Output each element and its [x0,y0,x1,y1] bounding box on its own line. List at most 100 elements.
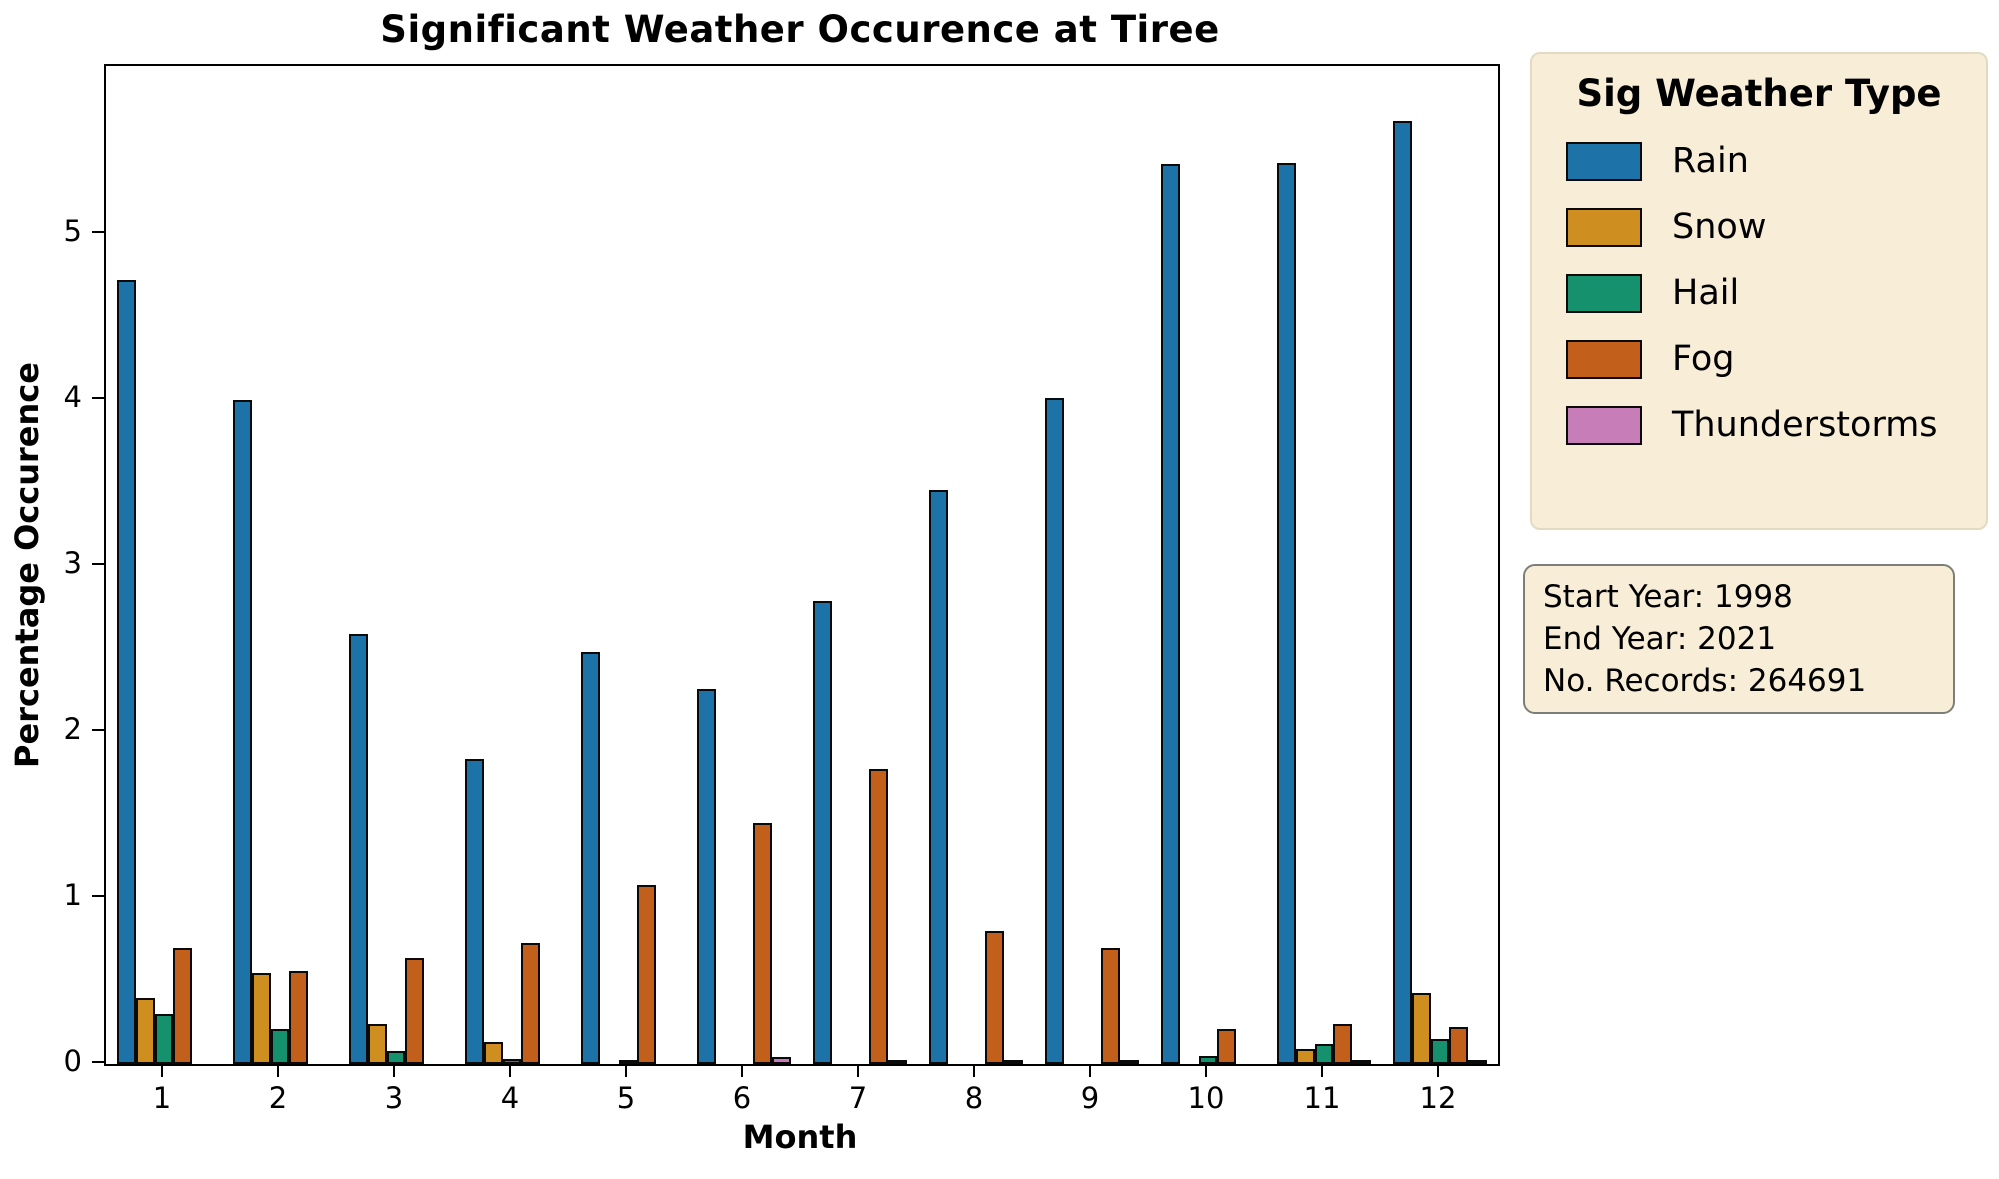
x-tick-mark-12 [1436,1064,1440,1077]
x-tick-mark-3 [392,1064,396,1077]
x-tick-label-9: 9 [1080,1081,1100,1115]
legend-swatch-snow [1566,207,1642,247]
bar-rain-month-12 [1393,121,1412,1064]
legend-title: Sig Weather Type [1576,72,1942,115]
x-tick-mark-6 [740,1064,744,1077]
bar-fog-month-7 [869,768,889,1064]
bar-rain-month-5 [581,652,600,1064]
x-tick-mark-11 [1320,1064,1324,1077]
bar-rain-month-3 [349,634,368,1064]
bar-rain-month-11 [1277,162,1296,1064]
legend-label-snow: Snow [1672,206,1767,247]
bar-hail-month-11 [1314,1044,1334,1064]
legend-label-thunderstorms: Thunderstorms [1672,404,1938,445]
bar-fog-month-8 [985,931,1005,1064]
x-tick-mark-5 [624,1064,628,1077]
y-tick-label-4: 4 [63,380,82,414]
bar-rain-month-7 [813,600,832,1064]
x-tick-mark-2 [276,1064,280,1077]
bar-hail-month-2 [270,1029,290,1064]
x-tick-label-4: 4 [500,1081,520,1115]
y-tick-label-5: 5 [63,214,82,248]
bar-fog-month-4 [521,942,541,1064]
legend-swatch-hail [1566,273,1642,313]
bar-snow-month-3 [367,1024,387,1064]
bar-fog-month-6 [753,823,773,1064]
bar-thunderstorms-month-9 [1120,1060,1139,1064]
bar-rain-month-6 [697,688,716,1064]
legend-swatch-thunderstorms [1566,405,1642,445]
legend-label-rain: Rain [1672,140,1749,181]
x-tick-label-2: 2 [268,1081,288,1115]
bar-snow-month-4 [483,1042,503,1064]
bar-fog-month-9 [1101,947,1121,1064]
legend-swatch-rain [1566,141,1642,181]
legend-box: Sig Weather Type Rain Snow Hail Fog Thunders… [1530,52,1988,530]
y-tick-label-0: 0 [63,1044,82,1078]
bar-hail-month-3 [386,1050,406,1064]
x-tick-mark-9 [1088,1064,1092,1077]
x-tick-label-1: 1 [152,1081,172,1115]
x-tick-mark-8 [972,1064,976,1077]
bar-thunderstorms-month-8 [1004,1060,1023,1064]
bar-thunderstorms-month-6 [772,1057,791,1064]
legend-item-fog: Fog [1566,338,1986,379]
bar-snow-month-1 [135,997,155,1064]
bar-hail-month-1 [154,1014,174,1064]
legend-item-hail: Hail [1566,272,1986,313]
x-tick-label-10: 10 [1187,1081,1225,1115]
info-line-1: End Year: 2021 [1543,621,1777,658]
bar-fog-month-12 [1449,1027,1469,1064]
legend-label-fog: Fog [1672,338,1735,379]
x-tick-label-12: 12 [1419,1081,1457,1115]
y-tick-mark-1 [92,894,104,898]
bar-snow-month-12 [1411,992,1431,1064]
x-tick-mark-7 [856,1064,860,1077]
x-tick-label-8: 8 [964,1081,984,1115]
legend-items: Rain Snow Hail Fog Thunderstorms [1532,140,1986,445]
y-tick-mark-4 [92,396,104,400]
legend-item-rain: Rain [1566,140,1986,181]
x-tick-mark-10 [1204,1064,1208,1077]
plot-area [104,64,1500,1066]
y-tick-mark-0 [92,1060,104,1064]
x-tick-mark-1 [160,1064,164,1077]
legend-item-snow: Snow [1566,206,1986,247]
bar-rain-month-9 [1045,398,1064,1064]
y-tick-label-1: 1 [63,878,82,912]
bar-snow-month-2 [251,972,271,1064]
legend-label-hail: Hail [1672,272,1740,313]
legend-swatch-fog [1566,339,1642,379]
bar-fog-month-5 [637,884,657,1064]
bar-rain-month-4 [465,758,484,1064]
bar-snow-month-11 [1295,1049,1315,1064]
x-tick-mark-4 [508,1064,512,1077]
x-tick-label-3: 3 [384,1081,404,1115]
bar-rain-month-10 [1161,164,1180,1064]
y-tick-label-3: 3 [63,546,82,580]
bar-thunderstorms-month-12 [1468,1060,1487,1064]
x-tick-label-11: 11 [1303,1081,1341,1115]
bar-hail-month-4 [502,1059,522,1064]
bar-fog-month-3 [405,957,425,1064]
info-line-2: No. Records: 264691 [1543,663,1867,700]
bar-thunderstorms-month-11 [1352,1060,1371,1064]
x-tick-label-5: 5 [616,1081,636,1115]
x-tick-label-6: 6 [732,1081,752,1115]
info-line-0: Start Year: 1998 [1543,579,1793,615]
y-tick-label-2: 2 [63,712,82,746]
bar-fog-month-2 [289,971,309,1064]
bar-hail-month-10 [1198,1055,1218,1064]
x-axis-label: Month [742,1118,858,1156]
bar-rain-month-2 [233,400,252,1064]
bar-hail-month-12 [1430,1039,1450,1064]
bar-hail-month-5 [618,1060,638,1064]
chart-title: Significant Weather Occurence at Tiree [380,8,1220,51]
legend-item-thunderstorms: Thunderstorms [1566,404,1986,445]
bar-thunderstorms-month-7 [888,1060,907,1064]
bar-fog-month-1 [173,947,193,1064]
y-tick-mark-3 [92,562,104,566]
info-box: Start Year: 1998 End Year: 2021 No. Record… [1523,564,1955,714]
bar-fog-month-10 [1217,1029,1237,1064]
